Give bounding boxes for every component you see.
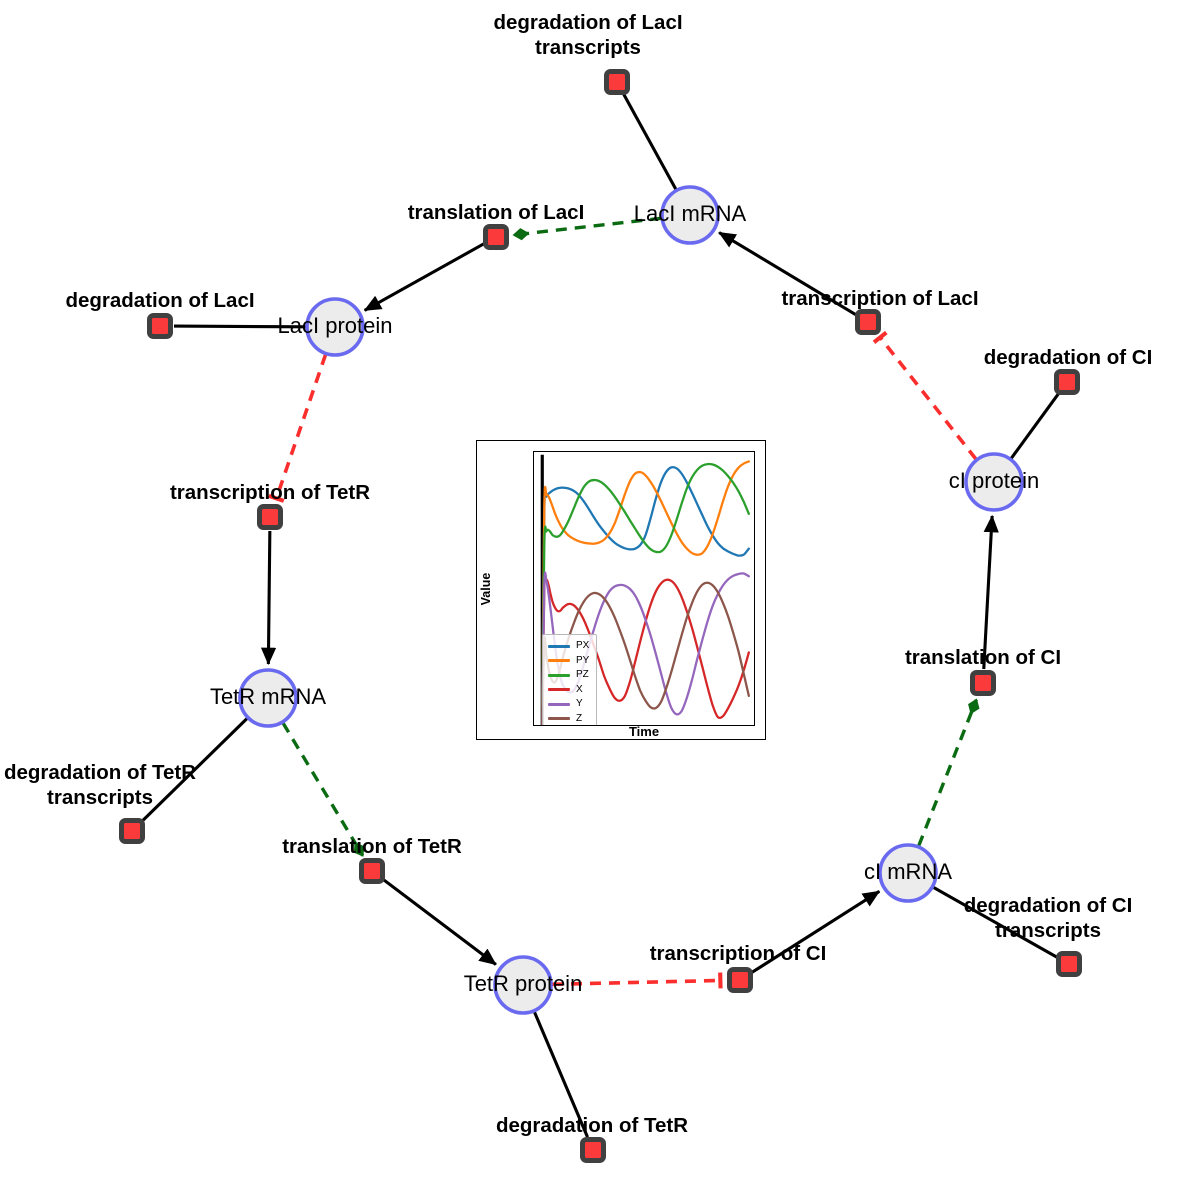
species-node-tetR_prot[interactable] (493, 955, 553, 1015)
chart-series-PZ (541, 462, 750, 716)
chart-x-tickmark (646, 725, 647, 726)
chart-series-X (541, 574, 750, 725)
chart-legend: PX PY PZ X Y Z (542, 634, 598, 726)
reaction-node-tx_cI[interactable] (727, 967, 753, 993)
chart-legend-item-PZ: PZ (548, 668, 589, 683)
reaction-label-deg_cI: degradation of CI (983, 346, 1153, 369)
reaction-node-deg_lacI_tx[interactable] (604, 69, 630, 95)
edge-modifier (512, 216, 662, 241)
legend-swatch-icon (548, 659, 570, 663)
reaction-label-tx_tetR: transcription of TetR (169, 481, 371, 504)
chart-y-axis-label: Value (479, 572, 493, 606)
reaction-label-transl_cI: translation of CI (904, 646, 1062, 669)
reaction-node-deg_cI[interactable] (1054, 369, 1080, 395)
chart-series-PX (541, 465, 750, 708)
species-node-tetR_mRNA[interactable] (238, 668, 298, 728)
reaction-node-transl_tetR[interactable] (359, 858, 385, 884)
edge-substrate (1009, 392, 1060, 460)
reaction-node-deg_tetR[interactable] (580, 1137, 606, 1163)
legend-label: PZ (576, 669, 589, 681)
species-node-lacI_mRNA[interactable] (660, 185, 720, 245)
chart-y-tickmark (533, 665, 534, 666)
node-layer (119, 69, 1082, 1163)
edge-inhibition (268, 353, 328, 503)
legend-label: Y (576, 698, 583, 710)
legend-swatch-icon (548, 688, 570, 692)
edge-substrate (622, 93, 678, 191)
reaction-label-transl_tetR: translation of TetR (282, 835, 462, 858)
legend-swatch-icon (548, 702, 570, 706)
legend-swatch-icon (548, 673, 570, 677)
edge-layer (140, 93, 1060, 1138)
chart-x-tickmark (594, 725, 595, 726)
reaction-node-tx_tetR[interactable] (257, 504, 283, 530)
chart-legend-item-Y: Y (548, 697, 589, 712)
edge-modifier (917, 698, 980, 847)
legend-label: PY (576, 654, 590, 666)
chart-x-axis-label: Time (628, 724, 660, 739)
edge-substrate (260, 530, 277, 666)
edge-inhibition (551, 972, 723, 989)
chart-y-tickmark (533, 542, 534, 543)
reaction-node-tx_lacI[interactable] (855, 309, 881, 335)
reaction-label-tx_cI: transcription of CI (649, 942, 827, 965)
reaction-label-deg_lacI_tx: degradation of LacI transcripts (493, 11, 683, 59)
chart-legend-item-PY: PY (548, 654, 589, 669)
chart-legend-item-Z: Z (548, 712, 589, 726)
species-label-cI_prot: cI protein (948, 468, 1040, 493)
chart-y-tickmark (533, 604, 534, 605)
reaction-label-transl_lacI: translation of LacI (407, 201, 585, 224)
edge-substrate (532, 1011, 589, 1138)
edge-substrate (932, 885, 1058, 959)
chart-y-tickmark (533, 481, 534, 482)
species-node-cI_mRNA[interactable] (878, 843, 938, 903)
reaction-label-deg_lacI: degradation of LacI (65, 289, 255, 312)
species-label-tetR_mRNA: TetR mRNA (209, 684, 327, 709)
reaction-label-deg_tetR_tx: degradation of TetR transcripts (3, 761, 197, 809)
edge-modifier (281, 721, 365, 857)
reaction-node-transl_cI[interactable] (970, 670, 996, 696)
legend-label: Z (576, 712, 583, 724)
reaction-label-tx_lacI: transcription of LacI (781, 287, 979, 310)
chart-x-tickmark (542, 725, 543, 726)
reaction-node-transl_lacI[interactable] (483, 224, 509, 250)
chart-series-PY (541, 460, 750, 708)
species-label-tetR_prot: TetR protein (463, 971, 583, 996)
chart-legend-item-PX: PX (548, 639, 589, 654)
chart-x-tickmark (750, 725, 751, 726)
edge-substrate (718, 231, 857, 317)
species-label-cI_mRNA: cI mRNA (864, 859, 952, 884)
reaction-node-deg_tetR_tx[interactable] (119, 818, 145, 844)
edge-substrate (140, 717, 249, 823)
inset-timeseries-chart: Value Time 10⁻¹10⁰10¹10²10³ 050100150200… (476, 440, 766, 740)
species-node-cI_prot[interactable] (964, 452, 1024, 512)
edge-substrate (173, 324, 307, 329)
legend-swatch-icon (548, 717, 570, 721)
species-label-lacI_mRNA: LacI mRNA (633, 201, 747, 226)
reaction-node-deg_lacI[interactable] (147, 313, 173, 339)
reaction-label-deg_tetR: degradation of TetR (495, 1114, 689, 1137)
legend-label: X (576, 683, 583, 695)
edge-substrate (382, 878, 497, 966)
reaction-label-deg_cI_tx: degradation of CI transcripts (963, 894, 1133, 942)
edge-substrate (982, 514, 999, 670)
species-label-lacI_prot: LacI protein (277, 313, 393, 338)
reaction-node-deg_cI_tx[interactable] (1056, 951, 1082, 977)
edge-substrate (363, 242, 485, 312)
species-node-lacI_prot[interactable] (305, 297, 365, 357)
edge-substrate (750, 889, 881, 974)
chart-x-tickmark (698, 725, 699, 726)
legend-swatch-icon (548, 644, 570, 648)
legend-label: PX (576, 640, 590, 652)
edge-inhibition (872, 330, 978, 461)
chart-legend-item-X: X (548, 683, 589, 698)
